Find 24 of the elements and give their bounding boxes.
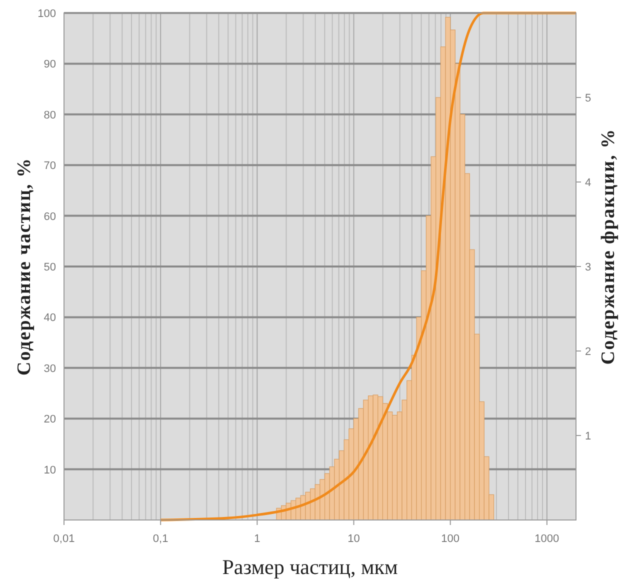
y2-tick-label: 4: [585, 177, 592, 189]
y-axis-title: Содержание частиц, %: [14, 157, 35, 376]
x-axis-title: Размер частиц, мкм: [222, 555, 398, 579]
y2-tick-label: 5: [585, 92, 592, 104]
x-tick-label: 100: [441, 533, 460, 545]
y-tick-label: 50: [44, 262, 56, 274]
x-tick-label: 0,1: [152, 533, 168, 545]
y-tick-label: 80: [44, 109, 56, 122]
x-tick-label: 0,01: [53, 533, 75, 545]
x-tick-label: 1: [254, 533, 260, 545]
y-tick-label: 30: [44, 362, 56, 375]
y-tick-label: 90: [44, 58, 56, 71]
y-tick-label: 20: [44, 414, 56, 426]
y-tick-label: 10: [44, 464, 56, 476]
y2-tick-label: 1: [585, 430, 592, 442]
y-tick-label: 100: [38, 8, 56, 20]
y-tick-label: 40: [44, 312, 56, 324]
y2-axis-title: Содержание фракции, %: [598, 128, 619, 365]
y-tick-label: 70: [44, 160, 56, 172]
y2-tick-label: 2: [585, 346, 592, 358]
y2-tick-label: 3: [585, 262, 592, 274]
x-tick-label: 10: [348, 533, 360, 545]
x-tick-label: 1000: [534, 533, 560, 545]
y-tick-label: 60: [44, 210, 56, 223]
